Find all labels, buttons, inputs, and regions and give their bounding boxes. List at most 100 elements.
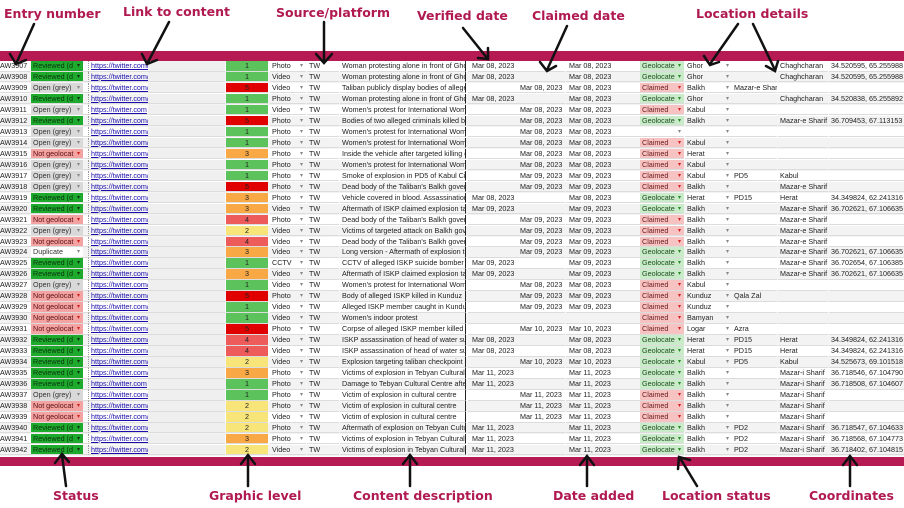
dropdown-arrow-icon[interactable]: ▾ [76, 194, 80, 201]
verified-date-cell[interactable] [468, 313, 517, 324]
location-status-dropdown[interactable]: Claimed ▾ [640, 82, 684, 94]
content-link[interactable]: https://twitter.com [89, 105, 148, 116]
location-status-dropdown[interactable]: Claimed ▾ [640, 313, 684, 324]
claimed-date-cell[interactable]: Mar 08, 2023 [517, 160, 565, 171]
district-cell[interactable]: PD15 [732, 193, 777, 204]
dropdown-arrow-icon[interactable]: ▾ [299, 435, 303, 442]
claimed-date-cell[interactable] [517, 204, 565, 215]
status-dropdown[interactable]: Open (grey) ▾ [31, 104, 83, 116]
media-type-dropdown[interactable]: Photo ▾ [270, 379, 306, 390]
location-status-dropdown[interactable]: Claimed ▾ [640, 412, 684, 423]
spreadsheet-grid[interactable]: AW3907 Reviewed (d ▾ https://twitter.com/1 P… [0, 61, 904, 457]
verified-date-cell[interactable] [468, 280, 517, 291]
description-cell[interactable]: Woman protesting alone in front of Ghor [340, 71, 466, 83]
district-cell[interactable]: PD2 [732, 423, 777, 434]
province-dropdown[interactable]: Balkh ▾ [685, 445, 732, 456]
coordinates-cell[interactable] [829, 237, 904, 247]
source-cell[interactable]: TW [307, 193, 339, 204]
verified-date-cell[interactable] [468, 302, 517, 313]
date-added-cell[interactable]: Mar 08, 2023 [566, 138, 614, 149]
city-cell[interactable]: Mazar-e Sharif [778, 247, 828, 258]
description-cell[interactable]: Victims of targeted attack on Balkh gove [340, 225, 466, 237]
claimed-date-cell[interactable]: Mar 09, 2023 [517, 215, 565, 226]
empty-cell[interactable] [614, 226, 640, 237]
dropdown-arrow-icon[interactable]: ▾ [725, 435, 729, 442]
date-added-cell[interactable]: Mar 09, 2023 [566, 226, 614, 237]
city-cell[interactable] [778, 302, 828, 313]
province-dropdown[interactable]: Balkh ▾ [685, 83, 732, 94]
dropdown-arrow-icon[interactable]: ▾ [677, 227, 681, 234]
graphic-level-cell[interactable]: 4 [226, 236, 268, 247]
dropdown-arrow-icon[interactable]: ▾ [725, 271, 729, 278]
coordinates-cell[interactable]: 34.525673, 69.101518 [829, 357, 904, 368]
claimed-date-cell[interactable]: Mar 11, 2023 [517, 401, 565, 412]
claimed-date-cell[interactable]: Mar 08, 2023 [517, 280, 565, 291]
source-cell[interactable]: TW [307, 379, 339, 390]
graphic-level-cell[interactable]: 1 [226, 258, 268, 269]
district-cell[interactable]: PD5 [732, 357, 777, 368]
status-dropdown[interactable]: Reviewed (d ▾ [31, 368, 83, 379]
graphic-level-cell[interactable]: 2 [226, 412, 268, 423]
dropdown-arrow-icon[interactable]: ▾ [725, 304, 729, 311]
verified-date-cell[interactable] [468, 412, 517, 423]
dropdown-arrow-icon[interactable]: ▾ [677, 73, 681, 80]
coordinates-cell[interactable] [829, 401, 904, 412]
location-status-dropdown[interactable]: Geolocate ▾ [640, 61, 684, 72]
status-dropdown[interactable]: Not geolocat ▾ [31, 313, 83, 324]
graphic-level-cell[interactable]: 2 [226, 422, 268, 434]
claimed-date-cell[interactable] [517, 72, 565, 83]
province-dropdown[interactable]: Balkh ▾ [685, 237, 732, 247]
date-added-cell[interactable]: Mar 09, 2023 [566, 182, 614, 193]
source-cell[interactable]: TW [307, 335, 339, 346]
location-status-dropdown[interactable]: Geolocate ▾ [640, 346, 684, 357]
graphic-level-cell[interactable]: 2 [226, 225, 268, 237]
empty-cell[interactable] [614, 83, 640, 94]
source-cell[interactable]: TW [307, 204, 339, 215]
dropdown-arrow-icon[interactable]: ▾ [299, 414, 303, 420]
dropdown-arrow-icon[interactable]: ▾ [299, 359, 303, 366]
empty-cell[interactable] [614, 412, 640, 423]
district-cell[interactable] [732, 280, 777, 291]
content-link[interactable]: https://twitter.com/ [89, 215, 148, 226]
source-cell[interactable]: TW [307, 237, 339, 247]
dropdown-arrow-icon[interactable]: ▾ [677, 326, 681, 333]
graphic-level-cell[interactable]: 4 [226, 335, 268, 346]
province-dropdown[interactable]: Logar ▾ [685, 324, 732, 335]
verified-date-cell[interactable] [468, 149, 517, 160]
coordinates-cell[interactable] [829, 226, 904, 237]
province-dropdown[interactable]: Kabul ▾ [685, 105, 732, 116]
claimed-date-cell[interactable] [517, 346, 565, 357]
dropdown-arrow-icon[interactable]: ▾ [76, 392, 80, 399]
district-cell[interactable]: PD15 [732, 335, 777, 346]
city-cell[interactable]: Mazar-i Sharif [778, 423, 828, 434]
media-type-dropdown[interactable]: Video ▾ [270, 302, 306, 313]
dropdown-arrow-icon[interactable]: ▾ [725, 95, 729, 102]
district-cell[interactable] [732, 215, 777, 226]
dropdown-arrow-icon[interactable]: ▾ [677, 95, 681, 102]
status-dropdown[interactable]: Open (grey) ▾ [31, 390, 83, 401]
location-status-dropdown[interactable]: Geolocate ▾ [640, 203, 684, 215]
dropdown-arrow-icon[interactable]: ▾ [76, 150, 80, 157]
graphic-level-cell[interactable]: 1 [226, 159, 268, 171]
empty-cell[interactable] [614, 357, 640, 368]
description-cell[interactable]: Vehicle covered in blood. Assassination [340, 192, 466, 204]
dropdown-arrow-icon[interactable]: ▾ [299, 381, 303, 388]
province-dropdown[interactable]: Ghor ▾ [685, 72, 732, 83]
source-cell[interactable]: TW [307, 182, 339, 193]
graphic-level-cell[interactable]: 1 [226, 71, 268, 83]
media-type-dropdown[interactable]: Video ▾ [270, 346, 306, 357]
content-link[interactable]: https://twitter.com/ [89, 346, 148, 357]
city-cell[interactable]: Mazar-e Sharif [778, 182, 828, 193]
city-cell[interactable] [778, 149, 828, 160]
dropdown-arrow-icon[interactable]: ▾ [76, 128, 80, 135]
description-cell[interactable]: Woman protesting alone in front of Ghor [340, 93, 466, 105]
empty-cell[interactable] [614, 368, 640, 379]
dropdown-arrow-icon[interactable]: ▾ [677, 370, 681, 377]
content-link[interactable]: https://twitter.com/ [89, 335, 148, 346]
dropdown-arrow-icon[interactable]: ▾ [76, 348, 80, 355]
dropdown-arrow-icon[interactable]: ▾ [76, 370, 80, 377]
dropdown-arrow-icon[interactable]: ▾ [299, 446, 303, 453]
graphic-level-cell[interactable]: 2 [226, 357, 268, 368]
dropdown-arrow-icon[interactable]: ▾ [299, 392, 303, 399]
dropdown-arrow-icon[interactable]: ▾ [299, 348, 303, 355]
